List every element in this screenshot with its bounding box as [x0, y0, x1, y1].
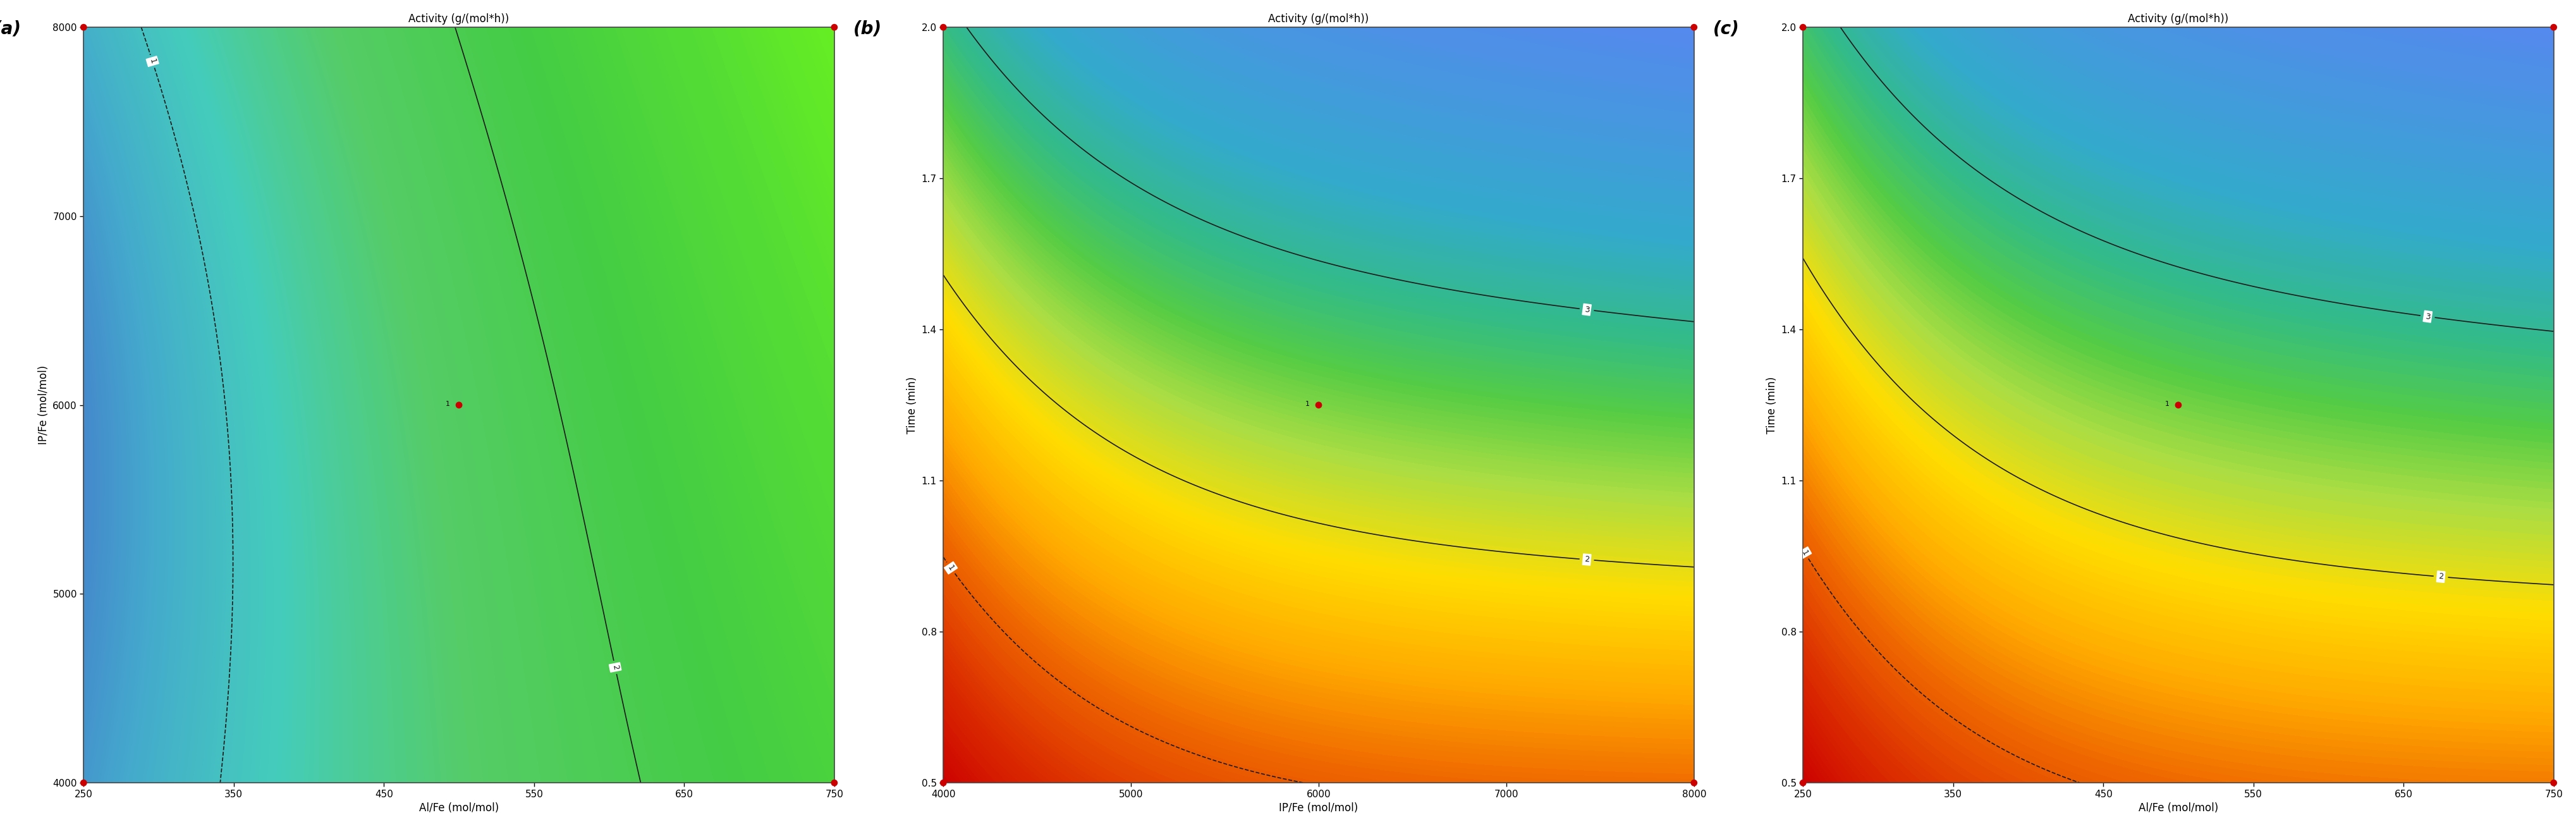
Title: Activity (g/(mol*h)): Activity (g/(mol*h)) — [1267, 13, 1368, 25]
Text: (b): (b) — [853, 20, 881, 37]
Text: (a): (a) — [0, 20, 21, 37]
Point — [1674, 777, 1716, 790]
Y-axis label: IP/Fe (mol/mol): IP/Fe (mol/mol) — [39, 366, 49, 445]
Point — [62, 21, 103, 34]
X-axis label: IP/Fe (mol/mol): IP/Fe (mol/mol) — [1280, 802, 1358, 814]
Point — [2159, 399, 2200, 412]
Point — [1783, 777, 1824, 790]
Point — [2532, 777, 2573, 790]
Title: Activity (g/(mol*h)): Activity (g/(mol*h)) — [2128, 13, 2228, 25]
Text: 2: 2 — [611, 664, 621, 671]
Point — [922, 777, 963, 790]
Text: 1: 1 — [1306, 401, 1309, 408]
Point — [2532, 21, 2573, 34]
Point — [814, 21, 855, 34]
Text: 2: 2 — [2437, 572, 2445, 581]
Title: Activity (g/(mol*h)): Activity (g/(mol*h)) — [410, 13, 510, 25]
Point — [1674, 21, 1716, 34]
Text: 1: 1 — [1801, 548, 1811, 557]
Text: 1: 1 — [147, 58, 157, 65]
Text: 1: 1 — [945, 563, 956, 572]
X-axis label: Al/Fe (mol/mol): Al/Fe (mol/mol) — [2138, 802, 2218, 814]
Text: 2: 2 — [1584, 555, 1589, 564]
Text: 3: 3 — [1584, 305, 1589, 314]
Text: (c): (c) — [1713, 20, 1739, 37]
Text: 1: 1 — [446, 401, 451, 408]
Point — [1298, 399, 1340, 412]
Point — [62, 777, 103, 790]
Text: 1: 1 — [2166, 401, 2169, 408]
Point — [814, 777, 855, 790]
Point — [1783, 21, 1824, 34]
Point — [922, 21, 963, 34]
X-axis label: Al/Fe (mol/mol): Al/Fe (mol/mol) — [420, 802, 500, 814]
Y-axis label: Time (min): Time (min) — [1767, 376, 1777, 433]
Point — [438, 399, 479, 412]
Y-axis label: Time (min): Time (min) — [907, 376, 917, 433]
Text: 3: 3 — [2424, 312, 2432, 321]
